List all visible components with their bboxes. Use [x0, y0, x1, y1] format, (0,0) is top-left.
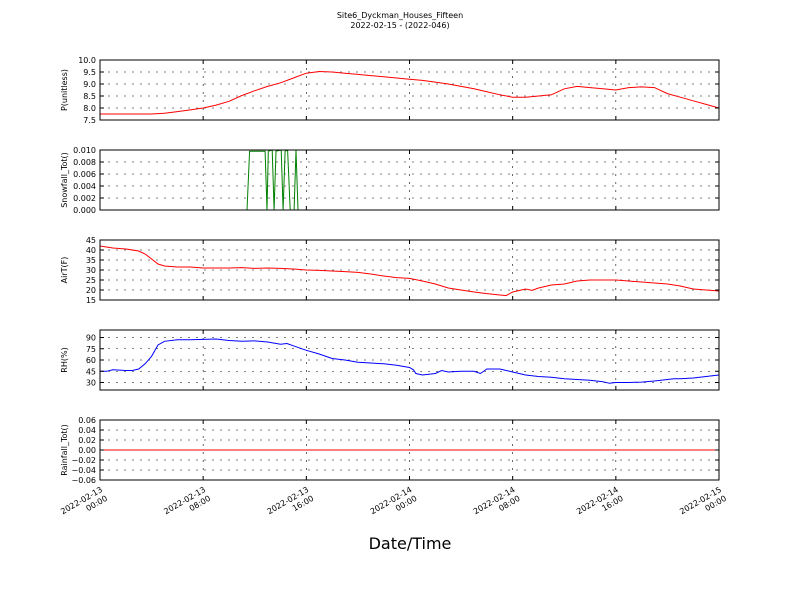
y-tick-label: 90 [86, 334, 96, 343]
y-tick-label: 40 [86, 246, 96, 255]
y-tick-label: 10.0 [78, 56, 96, 65]
y-tick-label: 0.00 [78, 446, 96, 455]
y-tick-label: 8.5 [83, 92, 96, 101]
chart-subtitle: 2022-02-15 - (2022-046) [350, 21, 450, 30]
y-tick-label: 45 [86, 236, 96, 245]
y-tick-label: 35 [86, 256, 96, 265]
y-tick-label: −0.02 [71, 456, 96, 465]
y-tick-label: 9.0 [83, 80, 96, 89]
chart-title: Site6_Dyckman_Houses_Fifteen [336, 11, 464, 20]
y-tick-label: 30 [86, 266, 96, 275]
y-tick-label: 8.0 [83, 104, 96, 113]
y-tick-label: −0.04 [71, 466, 96, 475]
y-tick-label: 0.006 [73, 170, 96, 179]
y-tick-label: 0.000 [73, 206, 96, 215]
y-tick-label: 60 [86, 356, 96, 365]
series-line-0 [100, 70, 720, 115]
y-tick-label: 15 [86, 296, 96, 305]
x-axis-label: Date/Time [368, 534, 452, 553]
y-tick-label: 0.004 [73, 182, 96, 191]
y-axis-label-1: Snowfall_Tot() [60, 152, 69, 208]
series-line-2 [99, 245, 720, 297]
y-tick-label: 7.5 [83, 116, 96, 125]
y-tick-label: 0.02 [78, 436, 96, 445]
y-tick-label: 20 [86, 286, 96, 295]
y-tick-label: 25 [86, 276, 96, 285]
y-axis-label-4: Rainfall_Tot() [60, 424, 69, 476]
y-axis-label-3: RH(%) [60, 347, 69, 372]
y-tick-label: 0.04 [78, 426, 96, 435]
y-axis-label-0: P(unitless) [60, 69, 69, 111]
y-tick-label: 0.002 [73, 194, 96, 203]
y-axis-label-2: AirT(F) [60, 257, 69, 284]
series-line-1 [100, 149, 719, 211]
y-tick-label: 0.008 [73, 158, 96, 167]
y-tick-label: −0.06 [71, 476, 96, 485]
y-tick-label: 75 [86, 345, 96, 354]
y-tick-label: 0.010 [73, 146, 96, 155]
y-tick-label: 30 [86, 379, 96, 388]
y-tick-label: 0.06 [78, 416, 96, 425]
y-tick-label: 9.5 [83, 68, 96, 77]
y-tick-label: 45 [86, 367, 96, 376]
series-line-3 [100, 338, 720, 384]
